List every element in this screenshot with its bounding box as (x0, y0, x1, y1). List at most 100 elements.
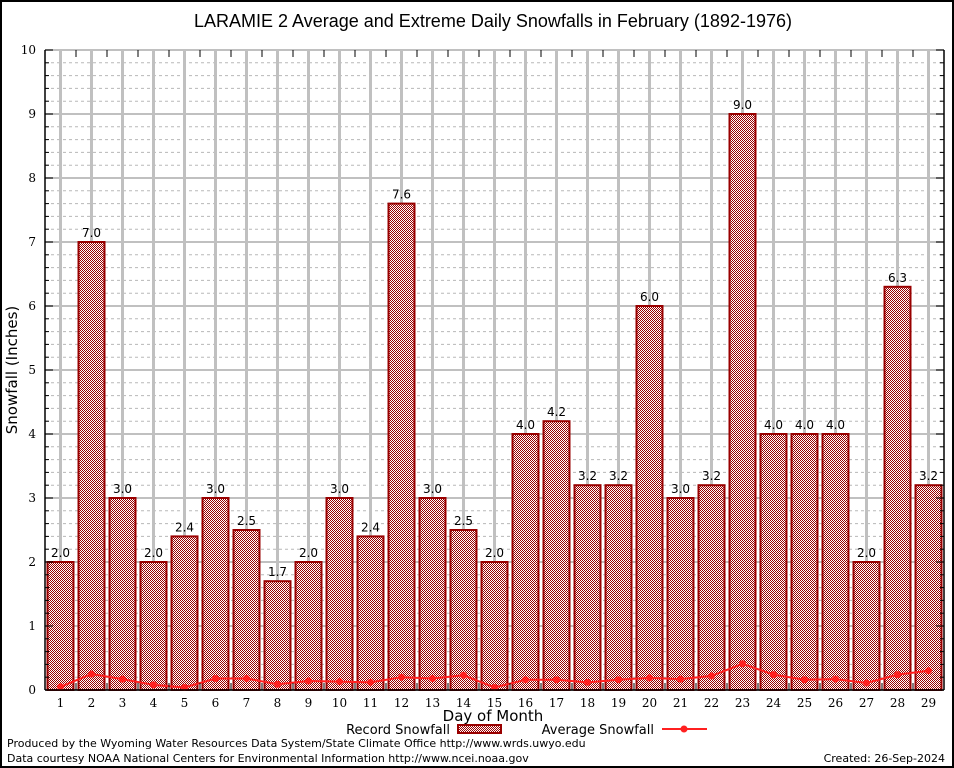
bar-day-8 (263, 580, 292, 692)
average-point-day-23 (739, 660, 746, 668)
bar-day-11 (356, 535, 385, 692)
bar-label-day-17: 4.2 (547, 405, 566, 419)
bar-label-day-27: 2.0 (857, 546, 876, 560)
y-axis-label: Snowfall (Inches) (3, 306, 21, 434)
x-tick-label: 16 (518, 696, 533, 710)
bar-label-day-14: 2.5 (454, 514, 473, 528)
legend-label-average: Average Snowfall (542, 723, 654, 738)
chart-title: LARAMIE 2 Average and Extreme Daily Snow… (194, 11, 792, 31)
bar-label-day-24: 4.0 (764, 418, 783, 432)
bar-label-day-4: 2.0 (144, 546, 163, 560)
legend: Record Snowfall Average Snowfall (346, 723, 707, 738)
bar-day-10 (325, 497, 354, 691)
x-tick-label: 9 (305, 696, 313, 710)
x-tick-label: 28 (890, 696, 905, 710)
x-tick-label: 11 (363, 696, 378, 710)
bar-label-day-1: 2.0 (51, 546, 70, 560)
x-tick-label: 14 (456, 696, 472, 710)
legend-marker-average (680, 725, 688, 733)
bar-label-day-15: 2.0 (485, 546, 504, 560)
average-point-day-8 (274, 680, 281, 688)
bar-label-day-6: 3.0 (206, 482, 225, 496)
average-point-day-16 (522, 676, 529, 684)
y-tick-label: 3 (28, 491, 36, 505)
footer-produced-by: Produced by the Wyoming Water Resources … (7, 737, 586, 750)
bar-label-day-8: 1.7 (268, 565, 287, 579)
x-tick-label: 23 (735, 696, 750, 710)
bar-label-day-10: 3.0 (330, 482, 349, 496)
bar-label-day-13: 3.0 (423, 482, 442, 496)
y-tick-label: 6 (28, 299, 36, 313)
bar-day-18 (573, 484, 602, 692)
average-point-day-10 (336, 678, 343, 686)
x-tick-label: 2 (88, 696, 96, 710)
bar-day-28 (883, 285, 912, 691)
average-snowfall-line (57, 660, 932, 691)
x-tick-label: 8 (274, 696, 282, 710)
y-tick-label: 0 (28, 683, 36, 697)
bar-day-20 (635, 305, 664, 691)
bar-label-day-5: 2.4 (175, 520, 194, 534)
average-point-day-20 (646, 674, 653, 682)
bar-day-17 (542, 420, 571, 691)
bar-day-26 (821, 433, 850, 691)
y-tick-label: 10 (21, 43, 36, 57)
bar-label-day-12: 7.6 (392, 188, 411, 202)
average-point-day-4 (150, 681, 157, 689)
footer-created-date: Created: 26-Sep-2024 (824, 752, 945, 765)
bar-day-27 (852, 561, 881, 691)
bar-label-day-23: 9.0 (733, 98, 752, 112)
bar-data-labels: 2.0 7.0 3.0 2.0 2.4 3.0 2.5 1.7 2.0 3.0 2.4 7.6 3.0 2… (51, 98, 938, 579)
legend-label-record: Record Snowfall (346, 723, 450, 738)
bar-day-24 (759, 433, 788, 691)
average-point-day-7 (243, 674, 250, 682)
y-tick-label: 5 (28, 363, 36, 377)
x-tick-label: 21 (673, 696, 688, 710)
bar-day-5 (170, 535, 199, 692)
x-tick-label: 26 (828, 696, 843, 710)
bar-label-day-11: 2.4 (361, 520, 380, 534)
bar-day-3 (108, 497, 137, 691)
bar-label-day-18: 3.2 (578, 469, 597, 483)
bar-label-day-7: 2.5 (237, 514, 256, 528)
bar-label-day-16: 4.0 (516, 418, 535, 432)
bar-label-day-9: 2.0 (299, 546, 318, 560)
bar-day-22 (697, 484, 726, 692)
x-tick-label: 29 (921, 696, 936, 710)
bar-day-23 (728, 113, 757, 691)
average-point-day-25 (801, 676, 808, 684)
average-point-day-29 (925, 667, 932, 675)
x-tick-label: 13 (425, 696, 440, 710)
x-tick-label: 12 (394, 696, 409, 710)
bar-label-day-20: 6.0 (640, 290, 659, 304)
footer-data-courtesy: Data courtesy NOAA National Centers for … (7, 752, 529, 765)
average-point-day-19 (615, 676, 622, 684)
bar-label-day-19: 3.2 (609, 469, 628, 483)
average-point-day-28 (894, 671, 901, 679)
average-point-day-2 (88, 670, 95, 678)
bar-day-4 (139, 561, 168, 691)
x-tick-label: 17 (549, 696, 564, 710)
x-tick-label: 4 (150, 696, 158, 710)
average-point-day-26 (832, 675, 839, 683)
bar-day-16 (511, 433, 540, 691)
x-tick-label: 3 (119, 696, 127, 710)
x-tick-label: 18 (580, 696, 595, 710)
bar-label-day-2: 7.0 (82, 226, 101, 240)
bar-label-day-26: 4.0 (826, 418, 845, 432)
y-tick-label: 9 (28, 107, 36, 121)
x-tick-label: 6 (212, 696, 220, 710)
average-point-day-9 (305, 677, 312, 685)
bar-day-15 (480, 561, 509, 691)
x-axis-label: Day of Month (443, 707, 544, 725)
x-tick-label: 5 (181, 696, 189, 710)
average-point-day-12 (398, 673, 405, 681)
average-point-day-22 (708, 672, 715, 680)
bar-label-day-3: 3.0 (113, 482, 132, 496)
average-point-day-17 (553, 676, 560, 684)
x-tick-label: 7 (243, 696, 251, 710)
y-tick-labels: 0 1 2 3 4 5 6 7 8 9 10 (21, 43, 37, 697)
x-tick-label: 24 (766, 696, 782, 710)
bar-day-6 (201, 497, 230, 691)
bar-day-19 (604, 484, 633, 692)
